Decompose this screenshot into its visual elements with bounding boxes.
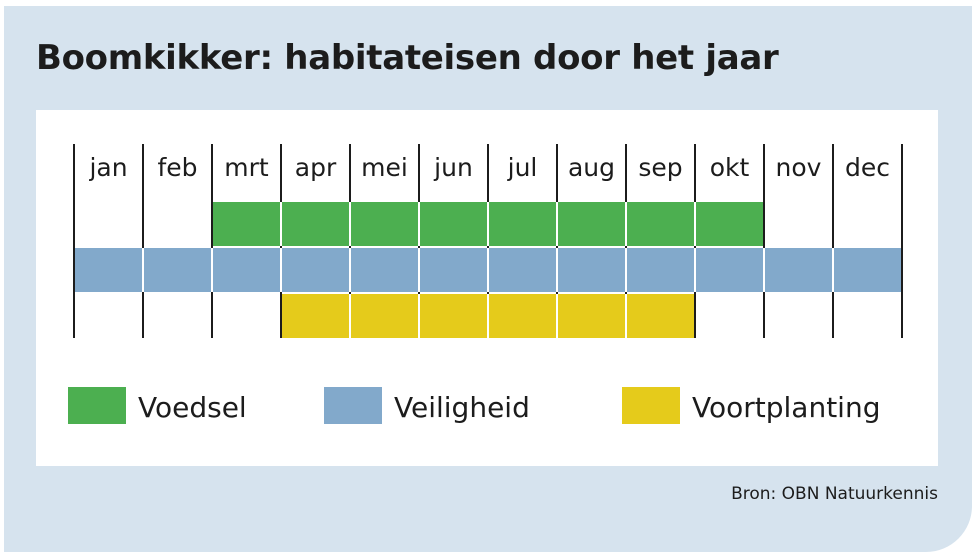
month-label-aug: aug [568, 153, 615, 182]
source-note: Bron: OBN Natuurkennis [731, 484, 938, 504]
month-label-feb: feb [157, 153, 197, 182]
legend-swatch-voedsel [68, 387, 126, 424]
legend-label-voedsel: Voedsel [138, 391, 247, 424]
legend-label-voortplanting: Voortplanting [692, 391, 880, 424]
chart-title: Boomkikker: habitateisen door het jaar [36, 38, 779, 78]
month-label-sep: sep [638, 153, 682, 182]
month-label-mei: mei [361, 153, 408, 182]
month-label-jul: jul [507, 153, 538, 182]
legend-label-veiligheid: Veiligheid [394, 391, 530, 424]
legend-swatch-voortplanting [622, 387, 680, 424]
month-label-jun: jun [433, 153, 473, 182]
chart-panel: jan feb mrt apr mei jun jul aug sep okt nov dec Voed… [36, 110, 938, 466]
month-label-jan: jan [88, 153, 127, 182]
month-label-okt: okt [710, 153, 750, 182]
chart-svg: jan feb mrt apr mei jun jul aug sep okt nov dec Voed… [68, 144, 903, 424]
month-label-mrt: mrt [224, 153, 269, 182]
month-label-dec: dec [845, 153, 890, 182]
legend-swatch-veiligheid [324, 387, 382, 424]
month-label-apr: apr [295, 153, 337, 182]
month-label-nov: nov [776, 153, 822, 182]
